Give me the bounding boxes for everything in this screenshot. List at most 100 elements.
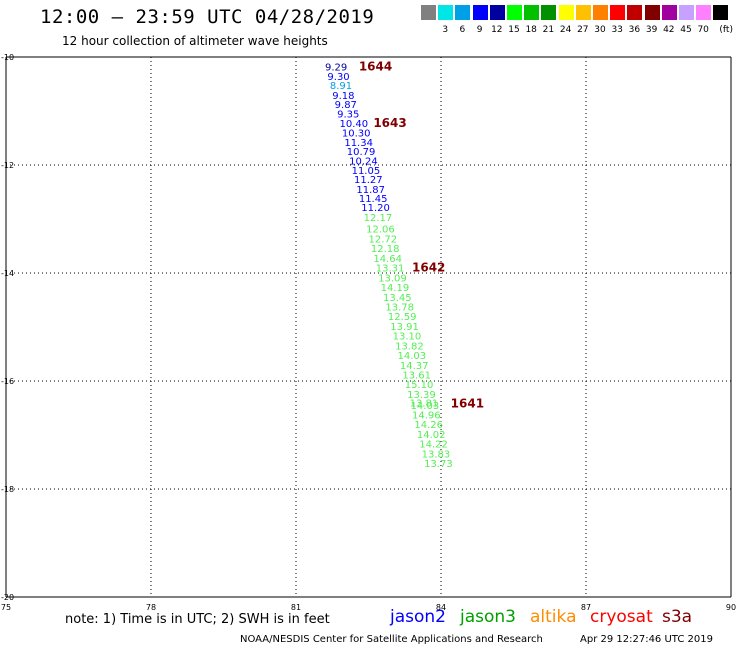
swh-observations: 9.299.308.919.189.879.3510.4010.3011.341… — [325, 63, 453, 470]
lat-lon-grid — [5, 56, 732, 598]
swh-value: 13.61 — [402, 371, 431, 382]
swh-value: 14.19 — [381, 283, 410, 294]
swh-value: 11.20 — [361, 203, 390, 214]
scale-label: 42 — [663, 25, 675, 35]
scale-swatch — [644, 5, 660, 20]
swh-value: 13.31 — [376, 264, 405, 275]
scale-label: 39 — [645, 25, 658, 35]
scale-label: 9 — [476, 25, 483, 35]
lat-tick-label: -16 — [1, 377, 14, 386]
scale-swatch — [610, 5, 626, 20]
pass-time-labels: 1644 1643 1642 1641 — [359, 60, 484, 411]
swh-value: 14.64 — [373, 254, 402, 265]
swh-value: 14.22 — [419, 440, 448, 451]
swh-value: 14.03 — [411, 401, 440, 412]
scale-swatch — [627, 5, 643, 20]
swh-value: 13.81 — [410, 399, 439, 410]
scale-swatch — [541, 5, 557, 20]
swh-value: 9.87 — [335, 100, 357, 111]
pass-time: 1644 — [359, 60, 392, 74]
lat-tick-label: -10 — [1, 53, 14, 62]
credit-line: NOAA/NESDIS Center for Satellite Applica… — [240, 634, 543, 645]
lon-tick-label: 78 — [146, 603, 156, 612]
swh-value: 9.29 — [325, 63, 347, 74]
swh-value: 13.73 — [424, 459, 453, 470]
scale-label: 6 — [459, 25, 466, 35]
lat-tick-label: -20 — [1, 593, 14, 602]
swh-value: 11.45 — [359, 194, 388, 205]
scale-label: 12 — [491, 25, 503, 35]
lon-tick-label: 75 — [1, 603, 11, 612]
map-title: 12:00 – 23:59 UTC 04/28/2019 — [40, 6, 375, 28]
swh-value: 13.45 — [383, 293, 412, 304]
scale-label: 27 — [577, 25, 589, 35]
scale-swatch — [524, 5, 540, 20]
scale-swatch — [575, 5, 591, 20]
lat-tick-label: -18 — [1, 485, 14, 494]
footnote: note: 1) Time is in UTC; 2) SWH is in fe… — [65, 612, 330, 627]
swh-value: 9.35 — [337, 110, 359, 121]
scale-swatch — [558, 5, 574, 20]
swh-value: 12.18 — [371, 244, 400, 255]
scale-swatch — [713, 5, 729, 20]
swh-value: 14.37 — [400, 361, 429, 372]
satellite-s3a: s3a — [662, 607, 693, 627]
scale-label: 15 — [508, 25, 520, 35]
swh-value: 10.30 — [342, 129, 371, 140]
swh-value: 9.18 — [332, 91, 354, 102]
satellite-altika: altika — [530, 607, 577, 627]
pass-time: 1641 — [451, 397, 484, 411]
swh-value: 13.78 — [385, 302, 414, 313]
swh-value: 14.26 — [414, 420, 443, 431]
scale-swatch — [696, 5, 712, 20]
scale-swatch — [593, 5, 608, 20]
swh-value: 13.39 — [407, 390, 436, 401]
lon-tick-label: 81 — [291, 603, 301, 612]
scale-label: 3 — [442, 25, 449, 35]
swh-value: 13.10 — [393, 332, 422, 343]
swh-value: 11.27 — [354, 175, 383, 186]
scale-label: 30 — [594, 25, 606, 35]
swh-value: 10.79 — [347, 147, 376, 158]
swh-value: 12.59 — [388, 312, 417, 323]
scale-label: 45 — [680, 25, 692, 35]
swh-value: 11.05 — [352, 166, 381, 177]
swh-value: 13.83 — [422, 449, 451, 460]
swh-value: 8.91 — [330, 81, 352, 92]
scale-swatch — [472, 5, 488, 20]
scale-swatch — [438, 5, 454, 20]
scale-label: 70 — [697, 25, 709, 35]
scale-label: 18 — [525, 25, 537, 35]
swh-value: 12.06 — [366, 225, 395, 236]
swh-value: 12.17 — [364, 213, 393, 224]
swh-value: 15.10 — [405, 380, 434, 391]
generated-timestamp: Apr 29 12:27:46 UTC 2019 — [580, 634, 713, 645]
scale-swatch — [661, 5, 677, 20]
lon-tick-label: 87 — [581, 603, 591, 612]
lon-tick-label: 84 — [436, 603, 446, 612]
swh-value: 9.30 — [327, 72, 349, 83]
scale-swatch — [679, 5, 694, 20]
satellite-jason2: jason2 — [390, 607, 446, 627]
swh-value: 13.09 — [378, 273, 407, 284]
pass-time: 1642 — [412, 261, 445, 275]
swh-value: 13.91 — [390, 322, 419, 333]
swh-value: 10.40 — [340, 119, 369, 130]
lon-tick-label: 90 — [726, 603, 736, 612]
swh-value: 14.96 — [412, 410, 441, 421]
swh-value: 11.34 — [344, 138, 373, 149]
scale-unit: (ft) — [719, 25, 733, 35]
scale-label: 36 — [628, 25, 641, 35]
satellite-cryosat: cryosat — [590, 607, 653, 627]
swh-value: 11.87 — [356, 185, 385, 196]
lat-tick-label: -12 — [1, 161, 14, 170]
scale-label: 24 — [559, 25, 572, 35]
swh-value: 10.24 — [349, 157, 378, 168]
scale-swatch — [507, 5, 522, 20]
scale-label: 33 — [611, 25, 623, 35]
scale-label: 21 — [542, 25, 555, 35]
swh-value: 13.82 — [395, 341, 424, 352]
swh-value: 12.72 — [369, 234, 398, 245]
